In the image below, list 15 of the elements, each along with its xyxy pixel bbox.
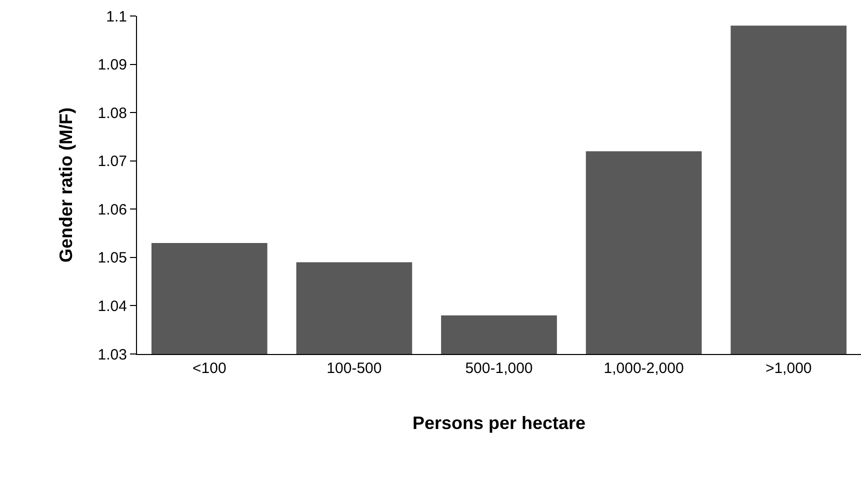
x-tick-label: 500-1,000	[465, 360, 533, 377]
y-tick-label: 1.06	[98, 201, 127, 218]
y-tick-label: 1.03	[98, 346, 127, 364]
x-tick-label: 1,000-2,000	[604, 360, 684, 377]
y-axis-title: Gender ratio (M/F)	[56, 107, 76, 263]
x-axis-title: Persons per hectare	[412, 413, 586, 434]
y-tick-label: 1.09	[98, 56, 127, 74]
y-tick-label: 1.08	[98, 104, 127, 122]
x-tick-label: >1,000	[765, 360, 812, 377]
x-tick-label: 100-500	[326, 360, 382, 377]
y-tick-label: 1.1	[106, 8, 127, 26]
y-tick-label: 1.05	[98, 250, 127, 267]
x-tick-label: <100	[192, 360, 226, 377]
y-tick-label: 1.04	[98, 298, 127, 315]
y-tick-label: 1.07	[98, 153, 127, 170]
